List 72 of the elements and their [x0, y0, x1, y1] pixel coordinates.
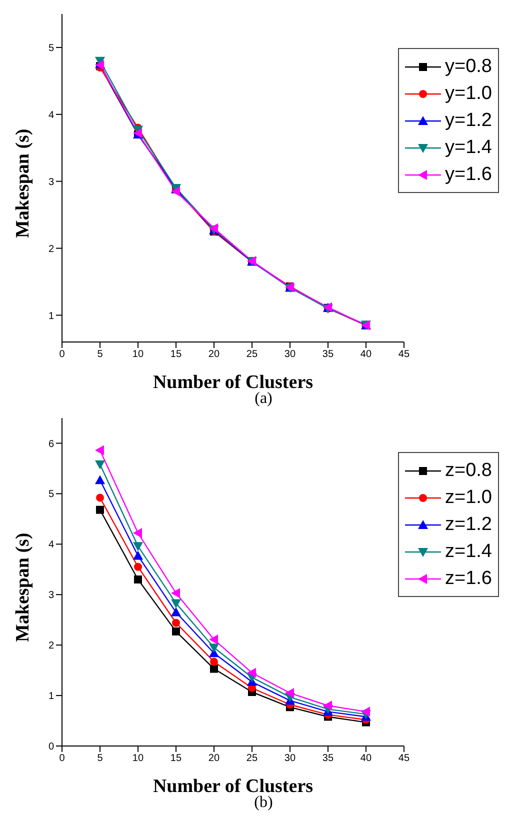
- y-tick-label: 3: [48, 176, 54, 188]
- x-tick-label: 40: [360, 753, 372, 764]
- x-tick-label: 0: [59, 753, 66, 764]
- point: [210, 658, 218, 666]
- x-tick-label: 10: [132, 753, 144, 764]
- y-tick-label: 1: [48, 691, 54, 702]
- point: [134, 562, 142, 571]
- point: [95, 460, 105, 470]
- x-tick-label: 45: [398, 753, 410, 764]
- x-tick-label: 20: [208, 349, 220, 360]
- x-tick-label: 30: [284, 349, 296, 360]
- legend-label: z=0.8: [444, 460, 492, 482]
- point: [95, 445, 104, 456]
- x-tick-label: 40: [360, 349, 372, 360]
- point: [134, 575, 142, 584]
- x-tick-label: 0: [59, 349, 66, 360]
- text: (a): [254, 390, 274, 408]
- x-axis-title: Number of Clusters: [152, 372, 314, 393]
- point: [208, 634, 218, 645]
- y-axis-title: Makespan (s): [12, 128, 34, 238]
- y-axis-title: Makespan (s): [12, 532, 34, 642]
- y-tick-label: 0: [48, 742, 54, 753]
- x-tick-label: 10: [132, 349, 144, 360]
- legend-label: z=1.6: [444, 568, 492, 590]
- point: [284, 688, 294, 698]
- point: [132, 528, 142, 538]
- point: [170, 599, 181, 608]
- point: [360, 706, 370, 717]
- y-tick-label: 3: [48, 590, 54, 602]
- legend-label: z=1.0: [444, 486, 492, 508]
- point: [170, 588, 180, 598]
- x-tick-label: 45: [398, 349, 410, 360]
- point: [96, 506, 104, 514]
- y-tick-label: 4: [48, 540, 54, 551]
- legend-label: y=1.4: [444, 136, 492, 158]
- point: [172, 618, 180, 627]
- point: [170, 607, 181, 616]
- point: [132, 550, 143, 560]
- x-axis-title: Number of Clusters: [152, 776, 314, 797]
- point: [208, 644, 219, 653]
- x-tick-label: 15: [170, 753, 182, 764]
- x-tick-label: 35: [322, 753, 334, 764]
- x-tick-label: 5: [97, 349, 104, 360]
- x-tick-label: 25: [246, 349, 258, 360]
- point: [322, 700, 332, 711]
- x-tick-label: 15: [170, 349, 182, 360]
- point: [246, 668, 256, 678]
- legend-label: y=1.2: [444, 110, 492, 132]
- x-tick-label: 20: [208, 753, 220, 764]
- point: [96, 494, 104, 502]
- y-tick-label: 6: [48, 438, 54, 450]
- legend-label: y=1.6: [444, 164, 492, 186]
- y-tick-label: 2: [48, 640, 54, 652]
- legend-label: y=1.0: [444, 82, 492, 104]
- point: [132, 542, 143, 552]
- y-tick-label: 5: [48, 489, 54, 500]
- legend-label: z=1.2: [444, 514, 492, 536]
- x-tick-label: 25: [246, 753, 258, 764]
- text: (b): [253, 794, 274, 812]
- point: [95, 475, 105, 484]
- y-tick-label: 4: [48, 110, 54, 121]
- legend-label: z=1.4: [444, 540, 492, 562]
- x-tick-label: 5: [97, 753, 104, 764]
- y-tick-label: 1: [48, 310, 54, 322]
- point: [210, 664, 218, 673]
- point: [172, 627, 180, 636]
- y-tick-label: 2: [48, 244, 54, 255]
- point: [170, 186, 180, 196]
- legend-label: y=0.8: [444, 56, 492, 78]
- y-tick-label: 5: [48, 43, 54, 54]
- x-tick-label: 30: [284, 753, 296, 764]
- x-tick-label: 35: [322, 349, 334, 360]
